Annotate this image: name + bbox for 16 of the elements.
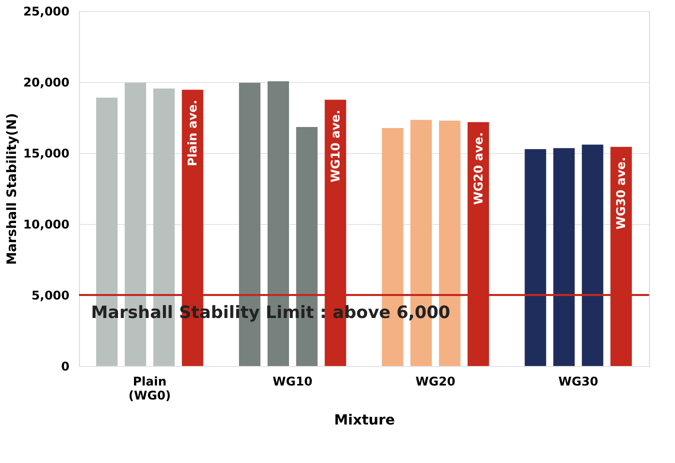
x-tick-label: WG30 (558, 374, 598, 388)
y-tick-label: 10,000 (23, 218, 70, 232)
x-tick-label: Plain (WG0) (128, 374, 171, 402)
y-axis-title: Marshall Stability(N) (5, 113, 20, 265)
data-label: WG10 ave. (328, 110, 342, 182)
y-tick-label: 0 (61, 360, 70, 374)
y-tick-label: 5,000 (32, 288, 70, 302)
y-tick-label: 15,000 (23, 146, 70, 160)
x-tick-label: WG20 (416, 374, 456, 388)
x-tick-label: WG10 (272, 374, 312, 388)
data-label: WG30 ave. (614, 156, 628, 230)
x-axis-title: Mixture (334, 412, 395, 428)
data-label: Plain ave. (186, 100, 200, 166)
y-tick-label: 25,000 (23, 4, 70, 18)
data-label: WG20 ave. (471, 132, 486, 205)
y-tick-label: 20,000 (23, 76, 70, 90)
